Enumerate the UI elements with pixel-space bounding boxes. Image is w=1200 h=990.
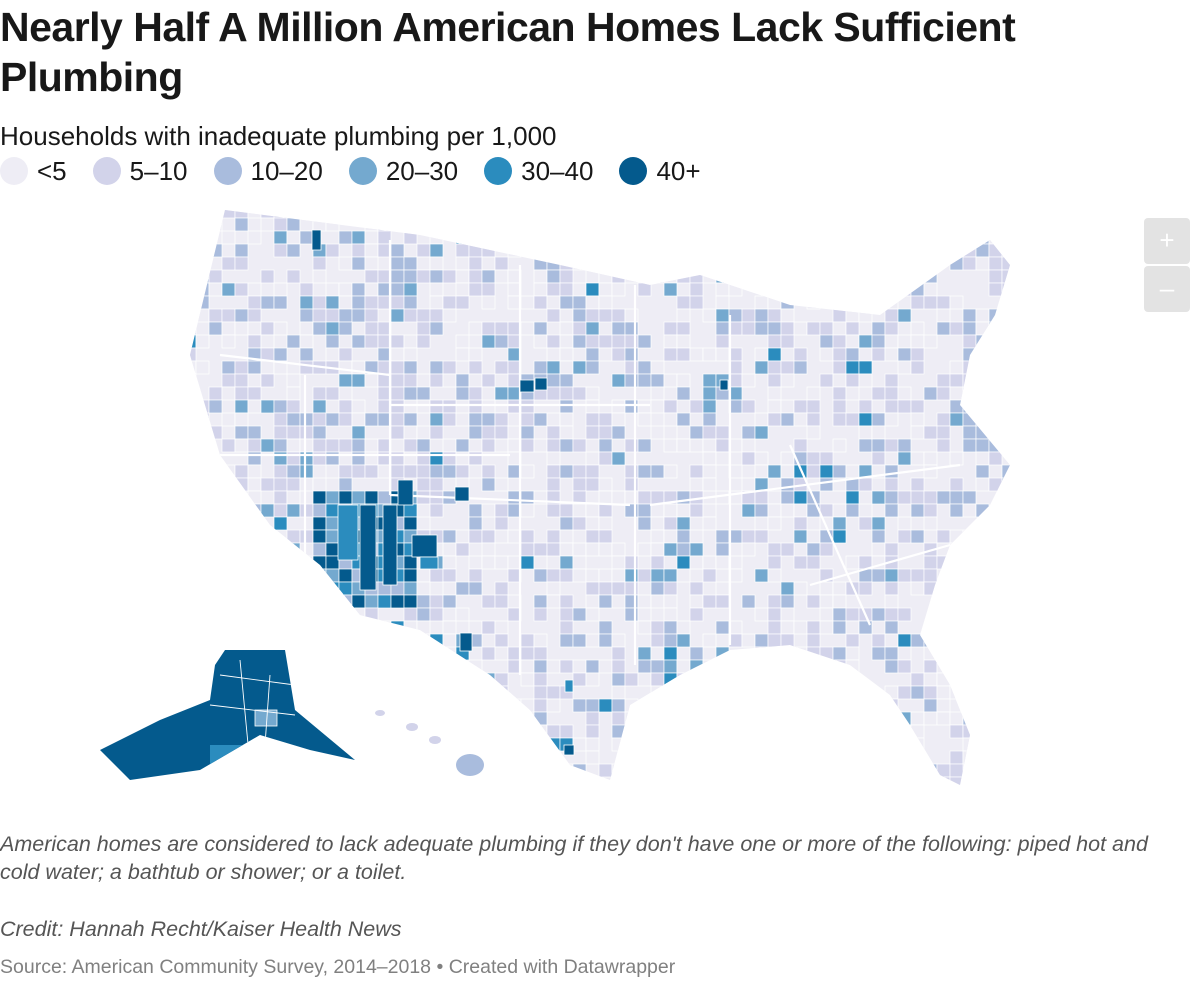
legend-label-lt5: <5 [37, 155, 67, 186]
legend-label-40plus: 40+ [656, 155, 701, 186]
legend-item-20-30: 20–30 [348, 155, 459, 187]
legend-swatch-40plus [619, 157, 648, 185]
legend-label-10-20: 10–20 [250, 155, 323, 186]
legend-item-10-20: 10–20 [213, 155, 323, 187]
legend-swatch-5-10 [92, 157, 121, 185]
county-highlights [311, 229, 729, 756]
legend-item-40plus: 40+ [619, 155, 701, 187]
zoom-in-button[interactable]: + [1144, 218, 1190, 264]
legend-label-30-40: 30–40 [521, 155, 594, 186]
legend-swatch-10-20 [213, 157, 242, 185]
chart-title: Nearly Half A Million American Homes Lac… [0, 4, 1016, 100]
legend-swatch-20-30 [348, 157, 377, 185]
us-county-map[interactable] [90, 205, 1120, 795]
legend-item-30-40: 30–40 [484, 156, 593, 187]
credit-line: Credit: Hannah Recht/Kaiser Health News [0, 917, 402, 941]
alaska [100, 650, 355, 780]
source-line: Source: American Community Survey, 2014–… [0, 956, 676, 978]
legend-item-5-10: 5–10 [92, 155, 188, 187]
legend-label-20-30: 20–30 [385, 155, 459, 186]
hawaii [375, 710, 484, 776]
color-legend: <5 5–10 10–20 20–30 30–40 40+ [0, 154, 727, 188]
legend-label-5-10: 5–10 [129, 155, 188, 186]
legend-swatch-lt5 [0, 157, 28, 185]
legend-item-lt5: <5 [0, 156, 67, 187]
legend-swatch-30-40 [484, 157, 513, 185]
chart-subtitle: Households with inadequate plumbing per … [0, 121, 557, 151]
footnote: American homes are considered to lack ad… [0, 832, 1148, 884]
zoom-out-button[interactable]: – [1144, 266, 1190, 312]
